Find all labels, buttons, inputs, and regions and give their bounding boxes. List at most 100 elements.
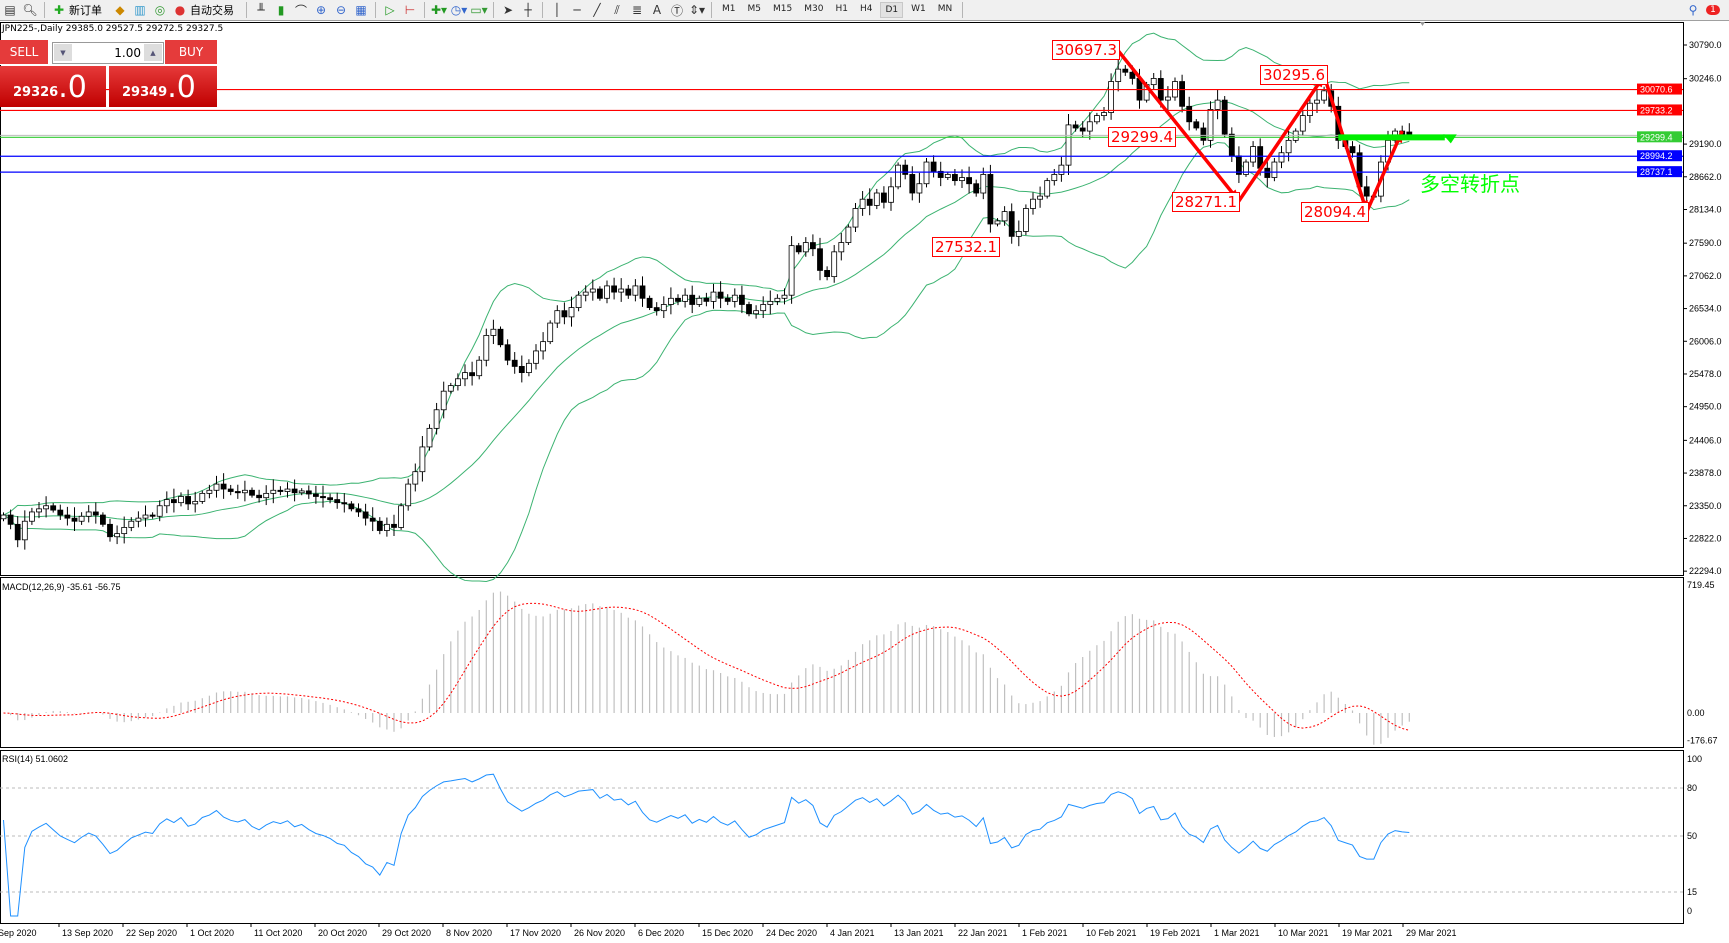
timeframe-m15[interactable]: M15 (773, 4, 793, 14)
candle-body (405, 483, 412, 507)
auto-trading-button[interactable]: 自动交易 (190, 4, 234, 17)
candle (1307, 95, 1313, 123)
cursor-icon[interactable]: ➤ (502, 3, 514, 17)
zoom-out-icon[interactable]: ⊖ (335, 3, 347, 17)
candle (518, 355, 525, 383)
timeframe-mn[interactable]: MN (937, 4, 953, 14)
fibonacci-icon[interactable]: ≣ (631, 3, 643, 17)
horizontal-line-icon[interactable]: ─ (573, 3, 581, 17)
search-icon[interactable]: ⚲ (1688, 3, 1698, 17)
candle (582, 285, 589, 302)
candle (57, 504, 64, 520)
bar-chart-icon[interactable]: ╨ (257, 3, 265, 17)
candle-body (341, 502, 348, 505)
candle-body (28, 511, 35, 522)
candle-body (753, 310, 759, 315)
candle (348, 501, 355, 512)
metaeditor-icon[interactable]: ◆ (115, 3, 125, 17)
candle-body (391, 523, 397, 528)
candle-body (1193, 121, 1200, 129)
candle-body (881, 192, 887, 203)
notification-icon[interactable]: 1 (1703, 1, 1723, 19)
timeframe-d1[interactable]: D1 (880, 2, 904, 18)
timeframe-m5[interactable]: M5 (747, 4, 762, 14)
crosshair-icon[interactable]: ┼ (524, 3, 532, 17)
new-order-icon[interactable]: ✚ (53, 3, 65, 17)
candle (1101, 107, 1107, 121)
candle (937, 161, 944, 187)
autoscroll-icon[interactable]: ▷ (385, 3, 395, 17)
candle-body (1150, 78, 1157, 86)
new-order-button[interactable]: 新订单 (69, 4, 102, 17)
candle-body (540, 341, 546, 352)
lot-value[interactable]: 1.00 (114, 46, 141, 60)
candle-body (7, 514, 14, 525)
candle-body (930, 161, 937, 172)
candle (454, 373, 461, 391)
indicators-icon[interactable]: ✚▾ (430, 3, 448, 17)
sell-button[interactable]: SELL (0, 40, 48, 65)
line-chart-icon[interactable]: ⌒ (294, 3, 307, 18)
toolbar-separator (246, 2, 247, 18)
sell-price-button[interactable]: 29326 .0 (0, 66, 106, 107)
candle (710, 283, 717, 309)
candle (660, 296, 667, 319)
zigzag-label-high-1[interactable]: 30697.3 (1052, 40, 1121, 60)
candle (1179, 74, 1185, 113)
candle (1214, 89, 1221, 120)
terminal-icon[interactable]: ▥ (134, 3, 146, 17)
candle (881, 186, 887, 209)
text-label-icon[interactable]: Ⓣ (670, 3, 683, 18)
signals-icon[interactable]: ◎ (154, 3, 166, 17)
timeframe-m30[interactable]: M30 (804, 4, 824, 14)
candle (121, 516, 128, 544)
date-tick-label: 24 Dec 2020 (766, 928, 817, 938)
channel-icon[interactable]: ⫽ (614, 2, 620, 17)
zigzag-label-low-0[interactable]: 27532.1 (932, 237, 1001, 257)
buy-price-button[interactable]: 29349 .0 (109, 66, 217, 107)
auto-trading-icon[interactable]: ● (174, 3, 186, 17)
candle (1122, 65, 1129, 76)
timeframe-m1[interactable]: M1 (722, 4, 736, 14)
candlestick-icon[interactable]: ▮ (277, 3, 285, 17)
templates-icon[interactable]: ▭▾ (470, 3, 488, 17)
candle-body (739, 294, 745, 305)
candle (462, 364, 468, 387)
timeframe-h1[interactable]: H1 (835, 4, 848, 14)
zoom-in-icon[interactable]: ⊕ (315, 3, 327, 17)
zoom-print-icon[interactable]: 🔍︎ (22, 3, 38, 17)
date-tick-label: 15 Dec 2020 (702, 928, 753, 938)
candle (341, 493, 348, 513)
periods-icon[interactable]: ◷▾ (450, 3, 468, 17)
turning-point-text[interactable]: 多空转折点 (1420, 172, 1520, 196)
text-icon[interactable]: A (652, 3, 662, 17)
candle (447, 382, 454, 394)
vertical-line-icon[interactable]: │ (553, 3, 561, 17)
lot-increase-button[interactable]: ▲ (144, 44, 162, 61)
chart-shift-icon[interactable]: ⊢ (404, 3, 416, 17)
timeframe-h4[interactable]: H4 (859, 4, 873, 14)
candle (1030, 192, 1036, 215)
tile-windows-icon[interactable]: ▦ (355, 3, 367, 17)
date-tick-label: 13 Jan 2021 (894, 928, 944, 938)
candle (810, 234, 816, 257)
price-tick-label: 27062.0 (1689, 271, 1722, 281)
zigzag-label-mid[interactable]: 29299.4 (1108, 127, 1177, 147)
zigzag-label-low-1[interactable]: 28271.1 (1172, 192, 1241, 212)
document-icon[interactable]: ▤ (4, 3, 16, 17)
candle-body (802, 242, 809, 253)
zigzag-label-low-2[interactable]: 28094.4 (1301, 202, 1370, 222)
timeframe-w1[interactable]: W1 (911, 4, 926, 14)
candle-body (1072, 124, 1079, 129)
buy-button[interactable]: BUY (165, 40, 217, 65)
arrows-icon[interactable]: ⇕▾ (688, 3, 706, 17)
lot-size-field[interactable]: ▼ 1.00 ▲ (52, 42, 164, 64)
lot-decrease-button[interactable]: ▼ (54, 44, 72, 61)
candle-body (220, 483, 227, 490)
zigzag-label-high-2[interactable]: 30295.6 (1260, 65, 1329, 85)
candle (227, 484, 234, 496)
trendline-icon[interactable]: ╱ (593, 3, 601, 17)
candle-body (348, 503, 355, 510)
candle (369, 507, 376, 532)
